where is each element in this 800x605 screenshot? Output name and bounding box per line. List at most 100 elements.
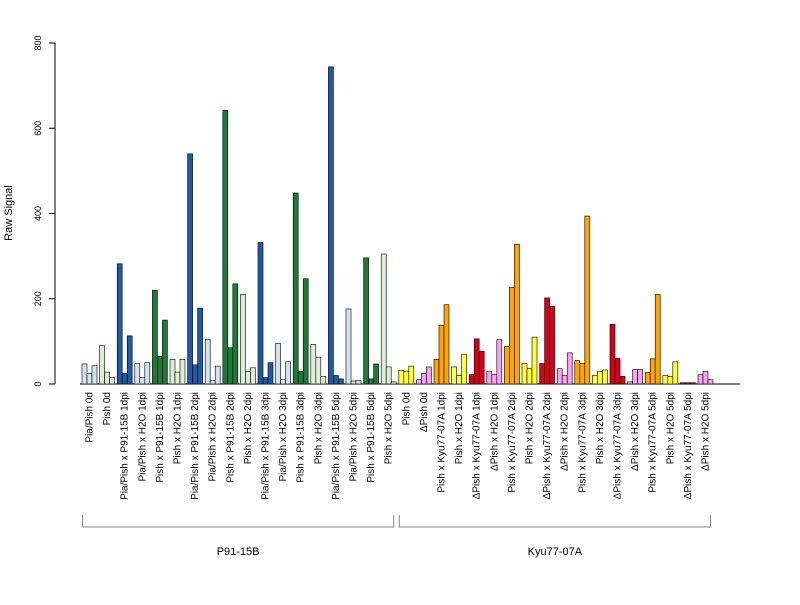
bar: [473, 338, 480, 385]
bar: [561, 375, 568, 385]
bar: [214, 365, 221, 385]
group-label: P91-15B: [217, 546, 260, 558]
bar: [614, 358, 621, 385]
bar: [91, 365, 98, 385]
bar: [187, 153, 193, 385]
bar: [134, 363, 141, 385]
bar: [592, 375, 598, 385]
bar: [509, 286, 515, 385]
group-brackets: P91-15B Kyu77-07A: [82, 515, 711, 558]
bar: [602, 369, 608, 385]
x-tick-label: Pish x H2O 2dpi: [525, 392, 536, 464]
bar: [556, 368, 563, 385]
bar: [302, 278, 309, 385]
group-label: Kyu77-07A: [528, 546, 583, 558]
bar: [504, 346, 510, 385]
bar: [350, 380, 357, 385]
bar: [126, 335, 133, 385]
x-tick-label: ΔPish x Kyu77-07A 3dpi: [613, 392, 624, 499]
x-tick-label: Pish x Kyu77-07A 2dpi: [507, 392, 518, 493]
bar: [690, 382, 696, 385]
x-tick-label: Pia/Pish x H2O 1dpi: [137, 392, 148, 482]
bar: [139, 377, 146, 385]
bar: [227, 347, 234, 385]
bar: [121, 373, 128, 385]
x-tick-label: Pish x H2O 5dpi: [665, 392, 676, 464]
bar: [468, 374, 475, 385]
x-tick-label: ΔPish x Kyu77-07A 1dpi: [472, 392, 483, 499]
bar: [609, 324, 616, 385]
bar: [707, 379, 714, 385]
bar: [144, 362, 151, 385]
bar: [285, 361, 291, 385]
bar: [368, 378, 374, 385]
x-tick-label: ΔPish x H2O 3dpi: [630, 392, 641, 471]
bar: [549, 306, 555, 385]
bar: [174, 371, 181, 385]
bar: [496, 339, 503, 385]
bar: [192, 364, 198, 385]
bar: [297, 370, 304, 385]
bar: [380, 253, 387, 385]
bar: [416, 379, 422, 385]
x-tick-label: Pish x Kyu77-07A 5dpi: [648, 392, 659, 493]
bar: [262, 377, 269, 385]
group-bracket: [398, 515, 711, 528]
bar: [680, 382, 686, 385]
bar: [574, 360, 581, 385]
bar: [566, 352, 573, 385]
bar: [116, 263, 123, 385]
bar: [521, 363, 528, 385]
x-tick-label: Pish x H2O 5dpi: [384, 392, 395, 464]
bar: [328, 66, 334, 385]
bar: [197, 307, 203, 385]
bar: [363, 257, 369, 385]
x-tick-label: Pia/Pish x P91-15B 2dpi: [190, 392, 201, 500]
bar: [250, 367, 256, 385]
y-tick-label: 400: [33, 206, 43, 221]
bar: [333, 375, 339, 385]
bar: [267, 362, 274, 385]
x-tick-label: ΔPish x H2O 2dpi: [560, 392, 571, 471]
bar: [486, 370, 493, 385]
bar: [257, 242, 264, 385]
bar: [179, 358, 186, 385]
x-tick-label: Pia/Pish x P91-15B 5dpi: [331, 392, 342, 500]
x-tick-label: Pish x H2O 3dpi: [595, 392, 606, 464]
bar: [438, 324, 445, 385]
bar: [667, 376, 674, 385]
x-tick-label: Pish 0d: [102, 392, 113, 425]
bar: [421, 373, 427, 385]
bar: [654, 294, 661, 385]
x-tick-label: Pish x Kyu77-07A 3dpi: [577, 392, 588, 493]
bar: [292, 192, 299, 385]
x-tick-label: Pish x P91-15B 2dpi: [225, 392, 236, 483]
x-tick-label: Pish 0d: [401, 392, 412, 425]
bar: [385, 366, 392, 385]
bar: [275, 343, 281, 385]
bar: [597, 370, 603, 385]
bar: [315, 356, 322, 385]
y-tick-label: 800: [33, 35, 43, 50]
bar: [390, 381, 397, 385]
x-tick-label: Pia/Pish 0d: [85, 392, 96, 443]
x-tick-label: Pish x P91-15B 1dpi: [155, 392, 166, 483]
x-tick-label: Pish x H2O 1dpi: [454, 392, 465, 464]
bar: [456, 375, 462, 385]
bar: [526, 367, 533, 385]
bar: [451, 366, 457, 385]
bar: [280, 379, 286, 385]
bar: [433, 358, 440, 385]
bar: [702, 370, 709, 385]
group-bracket: [82, 515, 395, 528]
bar: [157, 355, 163, 385]
x-tick-label: ΔPish x Kyu77-07A 5dpi: [683, 392, 694, 499]
x-tick-label: Pish x H2O 2dpi: [243, 392, 254, 464]
bar: [672, 361, 679, 385]
bar: [345, 308, 352, 385]
x-tick-label: Pia/Pish x H2O 2dpi: [208, 392, 219, 482]
bar: [209, 380, 216, 385]
bar: [544, 297, 550, 385]
